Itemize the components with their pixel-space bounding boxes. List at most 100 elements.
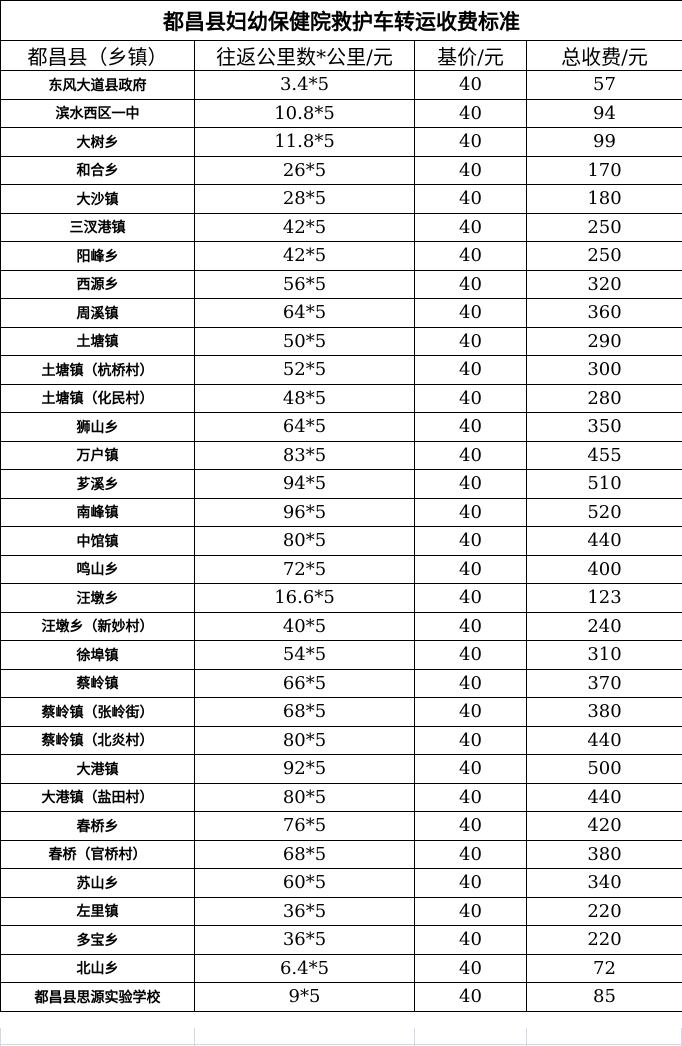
cell-distance[interactable]: 80*5 [194,782,415,812]
cell-base-price[interactable]: 40 [414,127,527,157]
cell-base-price[interactable]: 40 [414,241,527,271]
cell-total[interactable]: 500 [526,754,682,784]
cell-town[interactable]: 都昌县思源实验学校 [0,982,195,1012]
cell-base-price[interactable]: 40 [414,583,527,613]
cell-base-price[interactable]: 40 [414,896,527,926]
header-total[interactable]: 总收费/元 [526,40,682,71]
cell-base-price[interactable]: 40 [414,697,527,727]
cell-total[interactable]: 370 [526,668,682,698]
cell-total[interactable]: 420 [526,811,682,841]
cell-distance[interactable]: 10.8*5 [194,98,415,128]
cell-base-price[interactable]: 40 [414,98,527,128]
cell-town[interactable]: 多宝乡 [0,925,195,955]
cell-distance[interactable]: 68*5 [194,697,415,727]
cell-distance[interactable]: 64*5 [194,298,415,328]
cell-town[interactable]: 西源乡 [0,269,195,299]
cell-distance[interactable]: 72*5 [194,554,415,584]
cell-base-price[interactable]: 40 [414,70,527,100]
cell-base-price[interactable]: 40 [414,155,527,185]
cell-total[interactable]: 320 [526,269,682,299]
cell-town[interactable]: 南峰镇 [0,497,195,527]
cell-total[interactable]: 360 [526,298,682,328]
cell-total[interactable]: 380 [526,839,682,869]
cell-total[interactable]: 170 [526,155,682,185]
cell-town[interactable]: 苏山乡 [0,868,195,898]
cell-total[interactable]: 250 [526,212,682,242]
cell-town[interactable]: 东风大道县政府 [0,70,195,100]
cell-total[interactable]: 250 [526,241,682,271]
header-distance[interactable]: 往返公里数*公里/元 [194,40,415,71]
cell-town[interactable]: 芗溪乡 [0,469,195,499]
cell-town[interactable]: 春桥（官桥村） [0,839,195,869]
cell-distance[interactable]: 80*5 [194,725,415,755]
cell-distance[interactable]: 60*5 [194,868,415,898]
cell-town[interactable]: 滨水西区一中 [0,98,195,128]
cell-total[interactable]: 510 [526,469,682,499]
cell-distance[interactable]: 50*5 [194,326,415,356]
cell-base-price[interactable]: 40 [414,725,527,755]
cell-base-price[interactable]: 40 [414,184,527,214]
cell-total[interactable]: 240 [526,611,682,641]
cell-total[interactable]: 310 [526,640,682,670]
cell-town[interactable]: 阳峰乡 [0,241,195,271]
cell-town[interactable]: 三汊港镇 [0,212,195,242]
cell-distance[interactable]: 11.8*5 [194,127,415,157]
cell-base-price[interactable]: 40 [414,469,527,499]
cell-distance[interactable]: 94*5 [194,469,415,499]
cell-total[interactable]: 280 [526,383,682,413]
cell-town[interactable]: 大沙镇 [0,184,195,214]
header-base-price[interactable]: 基价/元 [414,40,527,71]
cell-total[interactable]: 400 [526,554,682,584]
cell-base-price[interactable]: 40 [414,668,527,698]
cell-distance[interactable]: 36*5 [194,896,415,926]
cell-distance[interactable]: 3.4*5 [194,70,415,100]
cell-base-price[interactable]: 40 [414,412,527,442]
cell-town[interactable]: 周溪镇 [0,298,195,328]
cell-town[interactable]: 蔡岭镇 [0,668,195,698]
cell-distance[interactable]: 76*5 [194,811,415,841]
cell-base-price[interactable]: 40 [414,554,527,584]
cell-distance[interactable]: 83*5 [194,440,415,470]
cell-base-price[interactable]: 40 [414,526,527,556]
cell-total[interactable]: 94 [526,98,682,128]
cell-town[interactable]: 蔡岭镇（北炎村） [0,725,195,755]
cell-distance[interactable]: 56*5 [194,269,415,299]
cell-base-price[interactable]: 40 [414,326,527,356]
cell-distance[interactable]: 16.6*5 [194,583,415,613]
cell-total[interactable]: 123 [526,583,682,613]
cell-total[interactable]: 57 [526,70,682,100]
cell-town[interactable]: 大港镇 [0,754,195,784]
cell-distance[interactable]: 40*5 [194,611,415,641]
cell-base-price[interactable]: 40 [414,440,527,470]
cell-base-price[interactable]: 40 [414,298,527,328]
cell-town[interactable]: 土塘镇（杭桥村） [0,355,195,385]
cell-base-price[interactable]: 40 [414,982,527,1012]
cell-total[interactable]: 440 [526,725,682,755]
cell-total[interactable]: 290 [526,326,682,356]
cell-base-price[interactable]: 40 [414,269,527,299]
cell-distance[interactable]: 66*5 [194,668,415,698]
cell-total[interactable]: 85 [526,982,682,1012]
cell-total[interactable]: 220 [526,896,682,926]
header-town[interactable]: 都昌县（乡镇） [0,40,195,71]
cell-total[interactable]: 72 [526,953,682,983]
cell-town[interactable]: 北山乡 [0,953,195,983]
cell-base-price[interactable]: 40 [414,868,527,898]
cell-distance[interactable]: 52*5 [194,355,415,385]
cell-town[interactable]: 汪墩乡（新妙村） [0,611,195,641]
cell-distance[interactable]: 9*5 [194,982,415,1012]
cell-distance[interactable]: 64*5 [194,412,415,442]
cell-base-price[interactable]: 40 [414,782,527,812]
cell-distance[interactable]: 92*5 [194,754,415,784]
cell-total[interactable]: 440 [526,526,682,556]
cell-distance[interactable]: 42*5 [194,212,415,242]
cell-town[interactable]: 汪墩乡 [0,583,195,613]
cell-town[interactable]: 徐埠镇 [0,640,195,670]
cell-total[interactable]: 455 [526,440,682,470]
cell-base-price[interactable]: 40 [414,811,527,841]
cell-base-price[interactable]: 40 [414,383,527,413]
cell-base-price[interactable]: 40 [414,640,527,670]
cell-distance[interactable]: 48*5 [194,383,415,413]
cell-base-price[interactable]: 40 [414,839,527,869]
cell-distance[interactable]: 54*5 [194,640,415,670]
